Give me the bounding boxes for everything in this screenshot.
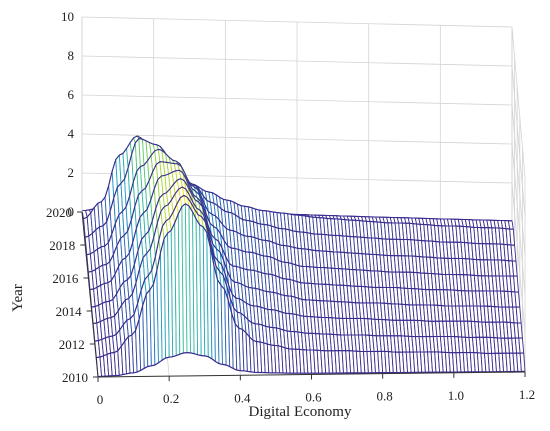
grid-line-back-z-5 — [81, 16, 513, 28]
x-tick-label: 0.4 — [234, 390, 251, 405]
surface-cell — [514, 291, 521, 308]
surface-row-line — [86, 148, 516, 262]
surface-cell — [509, 228, 516, 246]
grid-line-right-z-2 — [511, 143, 526, 295]
grid-line-back-z-3 — [81, 94, 513, 106]
x-tick-label: 0.6 — [305, 390, 322, 405]
grid-line-back-z-2 — [81, 133, 513, 145]
z-tick-label: 6 — [68, 87, 75, 102]
y-tick-label: 2012 — [59, 337, 85, 352]
x-tick-label: 0 — [97, 392, 104, 407]
z-tick-label: 2 — [68, 165, 75, 180]
y-axis-label: Year — [10, 284, 26, 312]
surface-cell — [510, 244, 517, 262]
surface-row-line — [89, 169, 519, 293]
grid-line-right-z-3 — [511, 104, 526, 256]
surface-cell — [519, 352, 526, 372]
x-tick-label: 0.2 — [163, 391, 179, 406]
grid-line-back-z-4 — [81, 55, 513, 67]
z-tick-label: 10 — [61, 9, 74, 24]
x-tick-label: 1.0 — [448, 388, 464, 403]
tick-labels: 0 0.2 0.4 0.6 0.8 1.0 1.2201020122014201620182… — [46, 9, 535, 407]
surface-cell — [511, 260, 518, 277]
grid-line-right-z-5 — [511, 26, 526, 178]
y-tick-label: 2010 — [62, 370, 88, 385]
z-tick-label: 8 — [68, 48, 75, 63]
y-tick-label: 2020 — [46, 205, 72, 220]
x-axis-label: Digital Economy — [249, 404, 352, 420]
grid-line-right-z-1 — [511, 182, 526, 334]
surface-row-line — [91, 177, 520, 308]
surface-front-edge — [97, 351, 526, 378]
surface-cell — [513, 275, 519, 293]
surface-row-line — [93, 186, 522, 325]
surface-mesh — [81, 135, 526, 378]
y-tick-label: 2016 — [52, 271, 79, 286]
x-tick-label: 1.2 — [519, 387, 535, 402]
surface-cell — [518, 337, 525, 354]
surface-cell — [517, 322, 523, 339]
y-axis-line — [81, 211, 99, 378]
x-tick-label: 0.8 — [377, 389, 393, 404]
surface-row-line — [88, 161, 518, 277]
surface-cell — [515, 306, 522, 324]
y-tick-label: 2018 — [49, 238, 75, 253]
z-tick-label: 0 — [68, 204, 75, 219]
y-tick-label: 2014 — [56, 304, 83, 319]
surface-cell — [507, 220, 514, 230]
z-tick-label: 4 — [68, 126, 75, 141]
surface-row-line — [96, 203, 524, 359]
surface-row-line — [85, 138, 515, 246]
grid-line-right-z-4 — [511, 65, 526, 217]
surface-row-line — [94, 194, 523, 342]
